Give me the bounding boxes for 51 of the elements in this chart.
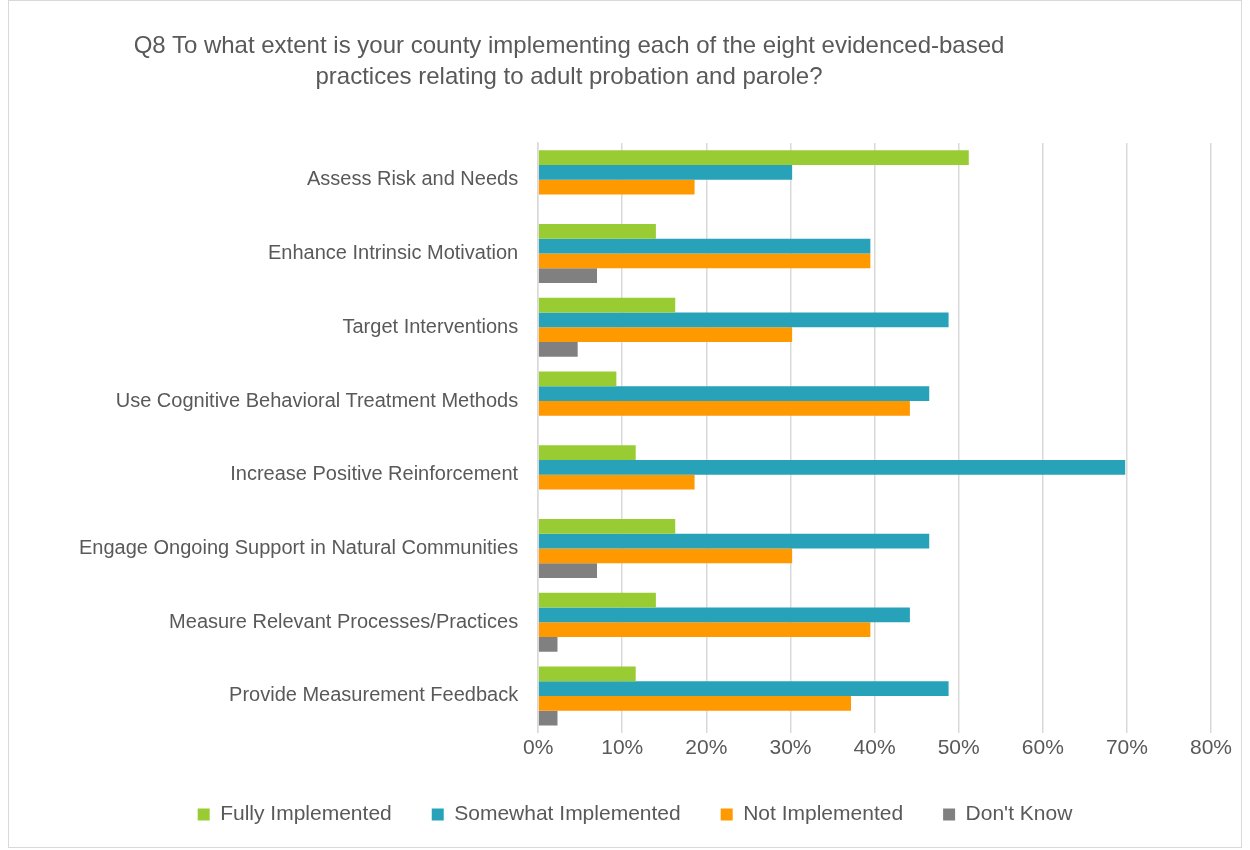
bar bbox=[538, 224, 656, 239]
bar bbox=[538, 460, 1126, 475]
legend-label: Not Implemented bbox=[743, 801, 904, 825]
bar bbox=[538, 563, 598, 578]
bar bbox=[538, 445, 636, 461]
bar bbox=[538, 681, 949, 696]
bar bbox=[538, 695, 852, 711]
bar bbox=[538, 474, 695, 490]
legend-label: Don't Know bbox=[965, 801, 1074, 825]
y-tick-label: Engage Ongoing Support in Natural Communities bbox=[79, 536, 519, 558]
x-tick-label: 10% bbox=[601, 735, 644, 759]
y-tick-label: Assess Risk and Needs bbox=[306, 167, 519, 190]
legend-label: Somewhat Implemented bbox=[454, 801, 681, 825]
bar bbox=[538, 165, 793, 180]
x-tick-label: 30% bbox=[769, 735, 812, 759]
x-tick-label: 20% bbox=[685, 735, 728, 759]
y-tick-label: Provide Measurement Feedback bbox=[229, 683, 520, 706]
bar bbox=[538, 342, 578, 357]
x-tick-label: 50% bbox=[937, 735, 980, 759]
bar bbox=[538, 622, 871, 637]
bar bbox=[538, 253, 871, 269]
bar bbox=[538, 607, 910, 623]
bar bbox=[538, 371, 617, 387]
legend-label: Fully Implemented bbox=[220, 801, 392, 825]
x-tick-label: 0% bbox=[522, 735, 554, 759]
y-tick-label: Measure Relevant Processes/Practices bbox=[169, 609, 519, 632]
bar bbox=[538, 592, 656, 608]
bar bbox=[538, 519, 676, 534]
bar bbox=[538, 666, 636, 682]
chart-title: Q8 To what extent is your county implementing each of the eight evidenced-based practices relating to adult probation and parole? bbox=[132, 30, 1006, 91]
bar bbox=[538, 238, 871, 254]
bar bbox=[538, 179, 695, 195]
x-tick-label: 40% bbox=[853, 735, 896, 759]
y-tick-label: Enhance Intrinsic Motivation bbox=[268, 241, 519, 264]
bar bbox=[538, 636, 558, 652]
x-tick-label: 60% bbox=[1021, 735, 1064, 759]
bar bbox=[538, 386, 930, 402]
y-tick-label: Target Interventions bbox=[342, 314, 519, 337]
bar bbox=[538, 548, 793, 564]
bar bbox=[538, 401, 910, 416]
y-tick-label: Increase Positive Reinforcement bbox=[230, 462, 519, 485]
bar bbox=[538, 327, 793, 343]
bar bbox=[538, 312, 949, 328]
bar bbox=[538, 710, 558, 726]
bar bbox=[538, 533, 930, 549]
bar bbox=[538, 150, 969, 166]
x-tick-label: 80% bbox=[1189, 735, 1233, 759]
y-tick-label: Use Cognitive Behavioral Treatment Methods bbox=[115, 388, 519, 411]
x-tick-label: 70% bbox=[1105, 735, 1148, 759]
bar bbox=[538, 268, 598, 284]
bar bbox=[538, 297, 676, 313]
